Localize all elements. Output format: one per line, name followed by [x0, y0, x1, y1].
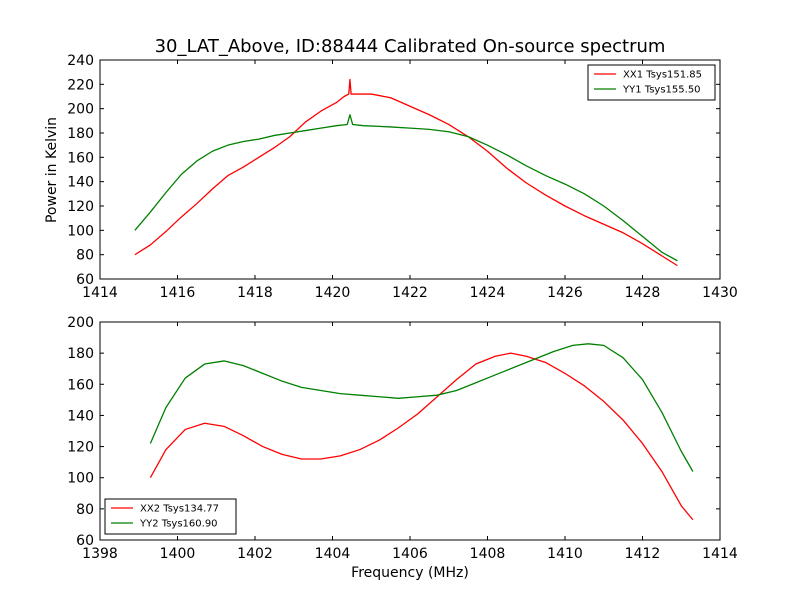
- panel-1: 1414 1416 1418 1420 1422 1424 1426 1428 1430 60 80…: [67, 53, 738, 301]
- legend-box-2: [104, 498, 237, 535]
- chart-panels: 1414 1416 1418 1420 1422 1424 1426 1428 1430 60 80…: [67, 53, 738, 562]
- x-axis-label: Frequency (MHz): [351, 565, 469, 581]
- x-tick-label-2: 1406: [392, 546, 428, 562]
- legend-label-2-1: XX2 Tsys134.77: [140, 504, 219, 515]
- legend-label-2-2: YY2 Tsys160.90: [139, 519, 218, 530]
- x-tick-label-1: 1422: [392, 285, 428, 301]
- x-tick-label-1: 1424: [470, 285, 506, 301]
- chart-title: 30_LAT_Above, ID:88444 Calibrated On-sou…: [155, 36, 666, 57]
- x-tick-label-2: 1402: [237, 546, 273, 562]
- y-tick-label-2: 120: [67, 440, 94, 456]
- series-line-1-2: [134, 114, 678, 262]
- x-tick-label-1: 1418: [237, 285, 273, 301]
- y-tick-label-2: 160: [67, 377, 94, 393]
- y-tick-label-2: 100: [67, 471, 94, 487]
- y-tick-label-1: 240: [67, 53, 94, 69]
- x-tick-label-2: 1408: [470, 546, 506, 562]
- legend-2: XX2 Tsys134.77 YY2 Tsys160.90: [104, 498, 237, 535]
- panel-2: 1398 1400 1402 1404 1406 1408 1410 1412 1414 60 80…: [67, 315, 738, 562]
- y-tick-label-1: 80: [76, 248, 94, 264]
- x-tick-label-2: 1404: [315, 546, 351, 562]
- y-tick-label-1: 100: [67, 223, 94, 239]
- y-tick-label-1: 120: [67, 199, 94, 215]
- x-tick-label-1: 1428: [625, 285, 661, 301]
- x-tick-label-2: 1414: [702, 546, 738, 562]
- x-tick-label-2: 1410: [547, 546, 583, 562]
- series-line-1-1: [134, 78, 678, 267]
- y-tick-label-1: 220: [67, 77, 94, 93]
- y-tick-label-1: 180: [67, 126, 94, 142]
- x-tick-label-2: 1412: [625, 546, 661, 562]
- x-tick-label-1: 1430: [702, 285, 738, 301]
- legend-box-1: [587, 64, 716, 101]
- x-tick-label-1: 1420: [315, 285, 351, 301]
- x-tick-label-2: 1398: [82, 546, 118, 562]
- x-tick-label-1: 1416: [160, 285, 196, 301]
- y-tick-label-1: 140: [67, 175, 94, 191]
- legend-label-1-2: YY1 Tsys155.50: [622, 85, 701, 96]
- y-tick-label-1: 160: [67, 150, 94, 166]
- y-axis-label-top: Power in Kelvin: [44, 117, 60, 223]
- y-tick-label-2: 140: [67, 408, 94, 424]
- x-tick-label-2: 1400: [160, 546, 196, 562]
- y-tick-label-2: 180: [67, 346, 94, 362]
- y-tick-label-2: 60: [76, 533, 94, 549]
- legend-1: XX1 Tsys151.85 YY1 Tsys155.50: [587, 64, 716, 101]
- x-tick-label-1: 1414: [82, 285, 118, 301]
- y-tick-label-2: 200: [67, 315, 94, 331]
- y-tick-label-2: 80: [76, 502, 94, 518]
- series-line-2-1: [149, 352, 694, 521]
- legend-label-1-1: XX1 Tsys151.85: [623, 70, 702, 81]
- y-tick-label-1: 60: [76, 272, 94, 288]
- x-tick-label-1: 1426: [547, 285, 583, 301]
- series-line-2-2: [149, 343, 694, 472]
- y-tick-label-1: 200: [67, 102, 94, 118]
